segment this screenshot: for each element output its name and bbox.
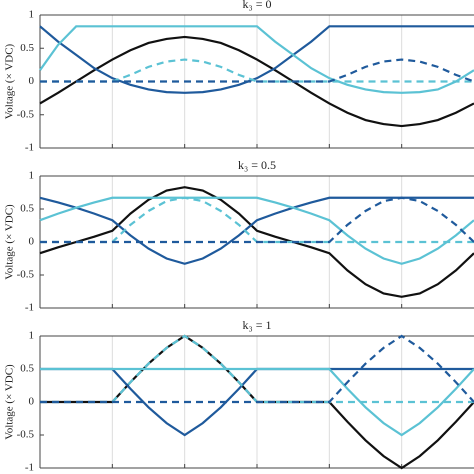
y-tick-label: 1 xyxy=(29,330,35,342)
chart-title: k₃ = 0 xyxy=(243,0,272,11)
series-line xyxy=(39,25,474,94)
y-tick-label: -1 xyxy=(25,302,34,314)
series-line xyxy=(40,334,474,404)
y-axis-label: Voltage (× VDC) xyxy=(4,364,16,440)
y-axis-label: Voltage (× VDC) xyxy=(4,43,16,119)
y-axis-label: Voltage (× VDC) xyxy=(4,204,16,280)
y-tick-label: 1 xyxy=(29,9,35,21)
series-line xyxy=(39,25,474,94)
y-tick-label: 0 xyxy=(29,396,35,408)
series-line xyxy=(39,196,474,265)
y-tick-label: 0 xyxy=(29,75,35,87)
series-line xyxy=(40,196,474,244)
series-line xyxy=(40,367,474,437)
y-tick-label: 0.5 xyxy=(20,42,34,54)
y-tick-label: -0.5 xyxy=(17,269,35,281)
y-tick-label: 1 xyxy=(29,170,35,182)
series-line xyxy=(39,35,474,128)
y-tick-label: -0.5 xyxy=(17,108,35,120)
y-tick-label: 0.5 xyxy=(20,363,34,375)
y-tick-label: 0 xyxy=(29,236,35,248)
chart-title: k₃ = 1 xyxy=(243,318,272,332)
y-tick-label: -1 xyxy=(25,462,34,474)
y-tick-label: -1 xyxy=(25,142,34,154)
y-tick-label: 0.5 xyxy=(20,203,34,215)
series-line xyxy=(40,58,474,83)
y-tick-label: -0.5 xyxy=(17,429,35,441)
series-line xyxy=(39,186,474,298)
chart-title: k₃ = 0.5 xyxy=(238,158,276,172)
